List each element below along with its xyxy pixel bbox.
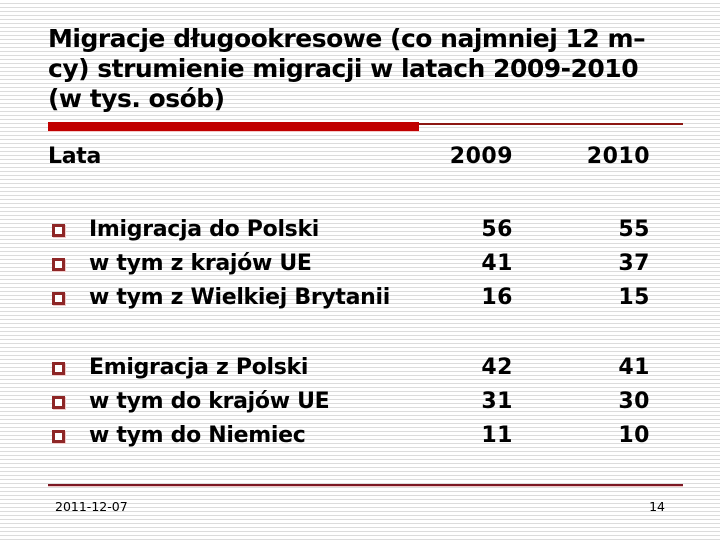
value-2009: 42 [481,354,513,380]
slide-title-line-2: cy) strumienie migracji w latach 2009-20… [48,54,639,83]
slide-title: Migracje długookresowe (co najmniej 12 m… [48,24,698,114]
row-label: Emigracja z Polski [89,354,309,380]
square-bullet-icon [52,430,65,443]
table-header-label: Lata [48,144,102,169]
square-bullet-icon [52,292,65,305]
footer-divider [48,484,683,486]
value-2010: 41 [618,354,650,380]
row-label-cell: w tym do Niemiec [48,423,428,448]
row-label: w tym z krajów UE [89,250,312,276]
value-2009: 31 [481,388,513,414]
value-2009: 16 [481,284,513,310]
row-label-cell: w tym z Wielkiej Brytanii [48,285,428,310]
table-row: w tym do Niemiec 11 10 [48,418,650,452]
value-2010: 30 [618,388,650,414]
group-spacer [48,314,650,350]
value-2010: 55 [618,216,650,242]
table-header-2009: 2009 [449,144,513,169]
square-bullet-icon [52,258,65,271]
table-header-2010: 2010 [586,144,650,169]
row-label: w tym z Wielkiej Brytanii [89,284,391,310]
value-2009: 56 [481,216,513,242]
slide-page-number: 14 [649,499,665,514]
row-label: Imigracja do Polski [89,216,320,242]
square-bullet-icon [52,362,65,375]
title-divider [48,122,683,132]
row-label-cell: Imigracja do Polski [48,217,428,242]
row-label-cell: Emigracja z Polski [48,355,428,380]
row-label: w tym do krajów UE [89,388,330,414]
value-2010: 15 [618,284,650,310]
value-2010: 37 [618,250,650,276]
value-2009: 11 [481,422,513,448]
footer-date: 2011-12-07 [55,499,128,514]
square-bullet-icon [52,224,65,237]
row-label-cell: w tym do krajów UE [48,389,428,414]
table-row: w tym z krajów UE 41 37 [48,246,650,280]
slide-title-line-1: Migracje długookresowe (co najmniej 12 m… [48,24,646,53]
table-row: Emigracja z Polski 42 41 [48,350,650,384]
value-2010: 10 [618,422,650,448]
table-row: w tym do krajów UE 31 30 [48,384,650,418]
table-body: Imigracja do Polski 56 55 w tym z krajów… [48,212,650,452]
table-row: w tym z Wielkiej Brytanii 16 15 [48,280,650,314]
title-divider-accent-bar [48,122,419,131]
table-header-row: Lata 2009 2010 [48,144,650,169]
row-label-cell: w tym z krajów UE [48,251,428,276]
row-label: w tym do Niemiec [89,422,306,448]
value-2009: 41 [481,250,513,276]
slide-title-line-3: (w tys. osób) [48,84,225,113]
table-row: Imigracja do Polski 56 55 [48,212,650,246]
square-bullet-icon [52,396,65,409]
